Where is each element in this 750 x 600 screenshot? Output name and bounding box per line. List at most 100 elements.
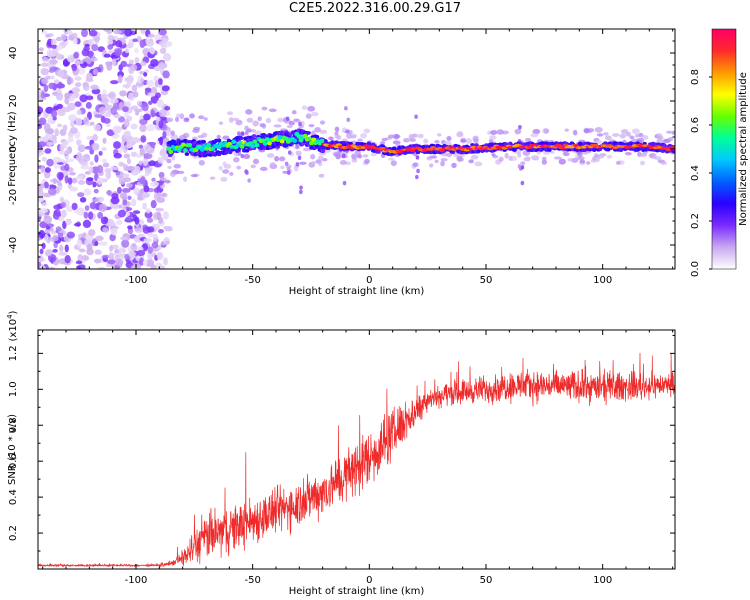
spectrum-cell — [273, 124, 282, 128]
spectrum-cell — [58, 251, 67, 256]
spectrum-cell — [45, 75, 51, 80]
spectrum-ridge-cell — [237, 140, 243, 146]
spectrum-cell — [295, 144, 299, 149]
spectrum-cell — [293, 165, 299, 172]
spectrum-cell — [153, 211, 162, 220]
spectrum-cell — [132, 91, 139, 98]
spectrum-ridge-cell — [231, 139, 237, 145]
spectrum-cell — [254, 130, 262, 136]
spectrum-cell — [52, 156, 62, 163]
spectrum-cell — [62, 140, 69, 146]
spectrum-cell — [56, 81, 64, 89]
spectrum-cell — [76, 109, 82, 116]
y-tick-label: 0.2 — [8, 525, 19, 541]
spectrum-ridge-cell — [379, 146, 386, 150]
spectrum-cell — [472, 135, 479, 142]
spectrum-cell — [109, 233, 116, 242]
spectrum-cell — [113, 113, 121, 119]
spectrum-cell — [75, 260, 83, 265]
spectrum-cell — [86, 243, 93, 251]
spectrum-cell — [115, 258, 124, 266]
spectrum-cell — [148, 100, 153, 106]
colorbar-label: Normalized spectral amplitude — [738, 72, 749, 226]
spectrum-cell — [125, 183, 133, 188]
spectrum-cell — [451, 162, 457, 168]
spectrum-cell — [88, 38, 95, 47]
spectrum-cell — [62, 124, 68, 132]
spectrum-cell — [184, 152, 190, 156]
spectrum-cell — [78, 248, 86, 253]
spectrum-cell — [75, 117, 83, 127]
spectrum-cell — [357, 154, 363, 159]
spectrum-cell — [131, 84, 138, 92]
spectrum-cell — [122, 199, 128, 206]
spectrum-cell — [357, 138, 363, 142]
spectrum-ridge-cell — [250, 143, 256, 149]
spectrum-cell — [69, 127, 78, 134]
spectrum-cell — [140, 61, 147, 67]
spectrum-cell — [226, 111, 234, 116]
spectrum-cell — [50, 109, 58, 118]
spectrum-cell — [52, 177, 58, 184]
spectrum-cell — [123, 119, 130, 128]
spectrum-cell — [140, 78, 145, 83]
spectrum-cell — [96, 177, 104, 185]
spectrum-cell — [274, 156, 280, 162]
spectrum-cell — [562, 152, 570, 157]
spectrum-cell — [155, 207, 165, 212]
colorbar-tick-label: 0.0 — [690, 261, 701, 277]
colorbar-tick-label: 0.8 — [690, 69, 701, 85]
spectrum-cell — [339, 159, 347, 166]
spectrum-cell — [236, 165, 242, 170]
spectrum-cell — [72, 38, 78, 45]
spectrum-cell — [465, 138, 473, 145]
spectrum-cell — [639, 160, 645, 166]
snr-y-axis-label: SNR (10 * v/v) — [7, 414, 18, 485]
spectrum-cell — [77, 144, 86, 153]
spectrum-ridge-cell — [306, 136, 312, 142]
spectrum-ridge-cell — [180, 142, 186, 147]
spectrum-cell — [103, 53, 111, 58]
spectrum-cell — [299, 161, 307, 165]
spectrum-cell — [64, 244, 69, 253]
spectrum-cell — [246, 117, 254, 123]
spectrum-cell — [579, 159, 586, 164]
spectrum-cell — [341, 153, 346, 159]
spectrum-cell — [567, 158, 574, 162]
spectrum-cell — [233, 117, 239, 122]
spectrum-cell — [38, 141, 46, 148]
spectrum-cell — [151, 142, 156, 150]
spectrum-cell — [470, 154, 479, 160]
spectrum-cell — [252, 120, 259, 127]
spectrum-cell — [150, 59, 159, 67]
spectrum-cell — [159, 177, 167, 182]
spectrum-ridge-cell — [199, 147, 205, 152]
spectrum-cell — [82, 219, 92, 229]
spectrum-cell — [631, 128, 640, 135]
spectrum-cell — [122, 173, 130, 178]
spectrum-cell — [113, 141, 121, 149]
spectrum-cell — [126, 158, 132, 165]
spectrum-ridge-cell — [183, 148, 188, 153]
spectrum-cell — [251, 129, 256, 133]
spectrum-cell — [101, 97, 110, 105]
spectrum-cell — [61, 145, 68, 149]
spectrum-cell — [594, 126, 603, 133]
spectrum-cell — [392, 140, 401, 145]
spectrum-cell — [216, 138, 222, 143]
spectrum-cell — [144, 167, 153, 172]
spectrum-ridge-cell — [204, 146, 209, 151]
spectrum-cell — [110, 80, 119, 85]
spectrum-cell — [320, 148, 325, 153]
spectrum-cell — [106, 259, 116, 265]
spectrum-cell — [55, 226, 62, 232]
spectrum-cell — [107, 34, 115, 41]
spectrum-cell — [69, 186, 78, 192]
spectrum-cell — [648, 153, 655, 158]
spectrum-cell — [167, 165, 172, 169]
spectrum-cell — [244, 130, 249, 136]
spectrum-cell — [158, 29, 167, 36]
x-tick-label: 0 — [366, 275, 372, 286]
spectrum-ridge-cell — [292, 138, 298, 144]
spectrum-cell — [90, 84, 99, 90]
